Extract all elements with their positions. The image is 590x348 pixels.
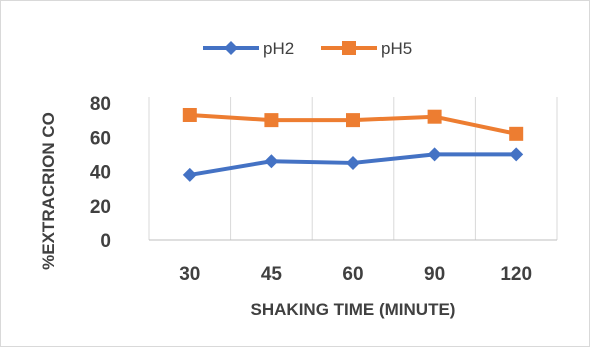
y-tick-labels: 0 20 40 60 80 [90,94,111,252]
data-point-ph5 [182,107,197,122]
x-tick-label: 45 [261,264,283,285]
legend-item-ph5: pH5 [321,39,412,58]
y-axis-title: %EXTRACRION CO [39,112,58,270]
legend-marker [342,41,356,55]
x-axis-title: SHAKING TIME (MINUTE) [251,300,456,319]
y-tick-label: 80 [90,94,111,115]
y-tick-label: 40 [90,163,111,184]
legend-marker [224,41,238,55]
y-tick-label: 60 [90,128,111,149]
data-point-ph5 [346,113,360,128]
series-ph2 [182,147,524,182]
data-point-ph2 [509,147,524,162]
legend-label: pH5 [381,39,412,58]
data-point-ph5 [264,113,279,128]
series-ph5 [182,107,524,141]
x-tick-label: 120 [500,264,532,285]
x-tick-label: 30 [179,264,200,285]
series-group [182,107,524,182]
legend-label: pH2 [263,39,294,58]
data-point-ph5 [427,109,442,124]
x-tick-label: 90 [424,264,445,285]
legend: pH2 pH5 [203,39,412,58]
data-point-ph2 [264,154,279,169]
data-point-ph2 [346,155,360,170]
x-tick-labels: 30 45 60 90 120 [179,264,532,285]
y-tick-label: 20 [90,197,111,218]
x-tick-label: 60 [342,264,363,285]
data-point-ph2 [182,167,197,182]
y-tick-label: 0 [100,231,111,252]
data-point-ph2 [427,147,442,162]
data-point-ph5 [509,126,524,141]
legend-item-ph2: pH2 [203,39,294,58]
